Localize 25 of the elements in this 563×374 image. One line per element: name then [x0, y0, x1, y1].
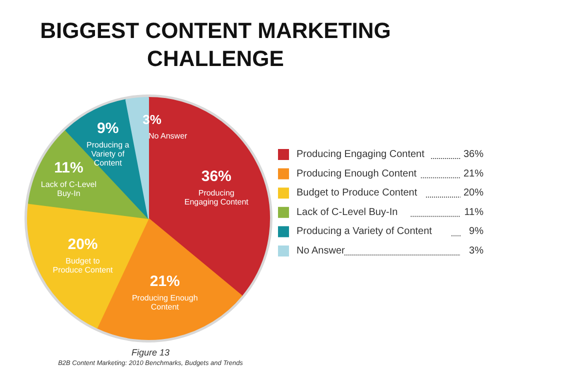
slice-label: Producing Engaging Content: [184, 188, 250, 207]
text: 20%: [463, 188, 484, 199]
legend-label: Lack of C-Level Buy-In: [296, 206, 398, 218]
data-label: 36%: [201, 168, 232, 186]
legend-label: No Answer: [296, 246, 346, 256]
text: 11%: [464, 206, 484, 218]
text: 9%: [469, 226, 484, 238]
data-label: 11%: [54, 159, 84, 176]
chart-title: BIGGEST CONTENT MARKETING CHALLENGE: [40, 18, 391, 71]
legend-label: Budget to Produce Content: [296, 188, 418, 199]
data-label: 21%: [150, 273, 180, 290]
text: 36%: [463, 149, 484, 160]
slice-label: No Answer: [148, 131, 188, 140]
caption: Figure 13: [131, 348, 170, 358]
text: 21%: [463, 168, 484, 180]
legend-label: Producing Engaging Content: [296, 149, 425, 160]
slice-label: Lack of C-Level Buy-In: [40, 180, 97, 198]
text: 3%: [469, 246, 484, 256]
slice-label: Producing Enough Content: [132, 294, 198, 312]
data-label: 20%: [68, 236, 98, 254]
legend-label: Producing Enough Content: [296, 168, 417, 180]
data-label: 9%: [97, 120, 119, 138]
legend-label: Producing a Variety of Content: [296, 226, 432, 238]
slice-label: Producing a Variety of Content: [86, 140, 130, 168]
slice-label: Budget to Produce Content: [52, 256, 114, 275]
